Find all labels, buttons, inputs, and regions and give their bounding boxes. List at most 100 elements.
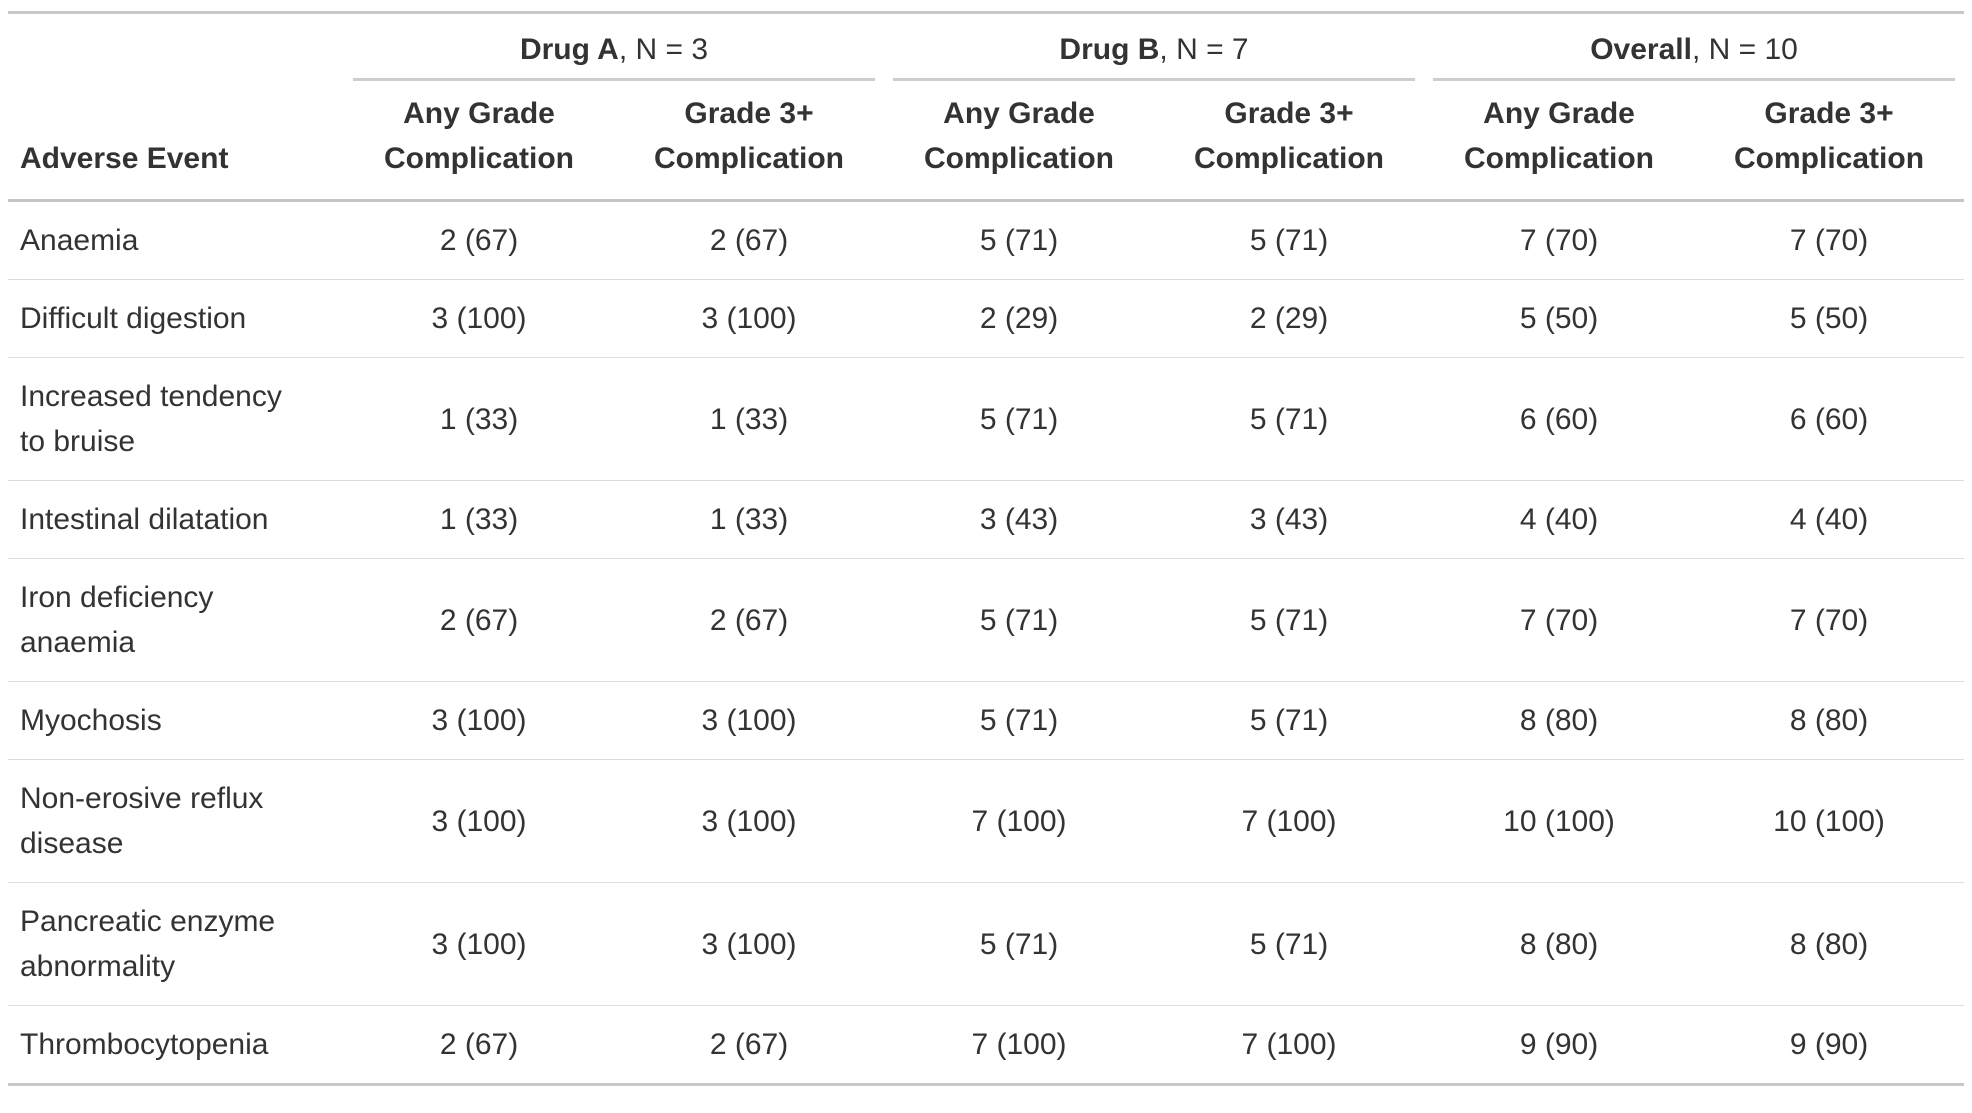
- data-cell: 7 (70): [1694, 558, 1965, 682]
- data-cell: 5 (50): [1694, 279, 1965, 358]
- data-cell: 4 (40): [1694, 480, 1965, 559]
- data-cell: 2 (29): [884, 279, 1155, 358]
- column-header-drug-b-any-grade: Any Grade Complication: [924, 97, 1115, 175]
- event-cell: Difficult digestion: [8, 279, 344, 358]
- event-label: Intestinal dilatation: [20, 503, 269, 536]
- data-cell: 7 (100): [1154, 1005, 1425, 1085]
- event-label: Difficult digestion: [20, 302, 247, 335]
- data-cell: 5 (71): [884, 882, 1155, 1006]
- event-cell: Non-erosive reflux disease: [8, 759, 344, 883]
- stub-header-label: Adverse Event: [20, 142, 229, 175]
- spanner-drug-a-underline: Drug A, N = 3: [353, 14, 876, 81]
- data-cell: 10 (100): [1694, 759, 1965, 883]
- data-cell: 3 (100): [344, 759, 614, 883]
- spanner-row: Adverse Event Drug A, N = 3 Drug B, N = …: [8, 13, 1964, 175]
- data-cell: 4 (40): [1424, 480, 1695, 559]
- data-cell: 5 (71): [1154, 882, 1425, 1006]
- data-cell: 5 (71): [884, 681, 1155, 760]
- data-cell: 7 (70): [1789, 224, 1869, 257]
- data-cell: 8 (80): [1424, 681, 1695, 760]
- adverse-events-table: Adverse Event Drug A, N = 3 Drug B, N = …: [8, 11, 1965, 1086]
- data-cell: 8 (80): [1694, 681, 1965, 760]
- data-cell: 1 (33): [614, 357, 885, 481]
- data-cell: 3 (100): [614, 279, 885, 358]
- column-labels-row: Any Grade Complication Grade 3+ Complica…: [8, 81, 1964, 201]
- spanner-overall-n: , N = 10: [1691, 33, 1798, 66]
- data-cell: 3 (100): [344, 681, 614, 760]
- data-cell: 1 (33): [614, 480, 885, 559]
- data-cell: 2 (67): [614, 1005, 885, 1085]
- data-cell: 3 (43): [1154, 480, 1425, 559]
- data-cell: 10 (100): [1424, 759, 1695, 883]
- column-header-adverse-event: Adverse Event: [8, 13, 344, 201]
- data-cell: 5 (71): [1249, 224, 1329, 257]
- spanner-drug-b-n: , N = 7: [1159, 33, 1249, 66]
- spanner-drug-a: Drug A, N = 3: [344, 13, 884, 81]
- table-row: Intestinal dilatation 1 (33) 1 (33) 3 (4…: [8, 480, 1965, 559]
- event-label: Thrombocytopenia: [20, 1028, 269, 1061]
- data-cell: 9 (90): [1424, 1005, 1695, 1085]
- data-cell: 8 (80): [1424, 882, 1695, 1006]
- table-header: Adverse Event Drug A, N = 3 Drug B, N = …: [8, 13, 1965, 201]
- table-row: Non-erosive reflux disease 3 (100) 3 (10…: [8, 759, 1965, 883]
- column-header-overall-grade-3: Grade 3+ Complication: [1734, 97, 1925, 175]
- data-cell: 3 (100): [614, 681, 885, 760]
- data-cell: 6 (60): [1694, 357, 1965, 481]
- data-cell: 3 (43): [884, 480, 1155, 559]
- event-label: Increased tendency to bruise: [20, 380, 282, 458]
- event-cell: Pancreatic enzyme abnormality: [8, 882, 344, 1006]
- data-cell: 7 (70): [1424, 558, 1695, 682]
- data-cell: 2 (67): [344, 1005, 614, 1085]
- event-label: Non-erosive reflux disease: [20, 782, 264, 860]
- data-cell: 3 (100): [614, 882, 885, 1006]
- table-row: Thrombocytopenia 2 (67) 2 (67) 7 (100) 7…: [8, 1005, 1965, 1085]
- data-cell: 7 (100): [1154, 759, 1425, 883]
- data-cell: 7 (100): [884, 1005, 1155, 1085]
- data-cell: 5 (71): [884, 558, 1155, 682]
- data-cell: 3 (100): [344, 882, 614, 1006]
- column-header-drug-a-grade-3: Grade 3+ Complication: [654, 97, 845, 175]
- data-cell: 5 (71): [979, 224, 1059, 257]
- spanner-drug-a-label: Drug A: [519, 33, 619, 66]
- data-cell: 2 (67): [439, 224, 519, 257]
- event-cell: Anaemia: [8, 201, 344, 280]
- data-cell: 5 (50): [1424, 279, 1695, 358]
- data-cell: 3 (100): [344, 279, 614, 358]
- event-label: Anaemia: [20, 224, 139, 257]
- column-header-overall-any-grade: Any Grade Complication: [1464, 97, 1655, 175]
- data-cell: 1 (33): [344, 480, 614, 559]
- spanner-overall: Overall, N = 10: [1424, 13, 1964, 81]
- table-body: Anaemia 2 (67) 2 (67) 5 (71) 5 (71) 7 (7…: [8, 201, 1965, 1085]
- data-cell: 2 (67): [709, 224, 789, 257]
- data-cell: 5 (71): [1154, 558, 1425, 682]
- data-cell: 5 (71): [1154, 357, 1425, 481]
- event-label: Pancreatic enzyme abnormality: [20, 905, 276, 983]
- data-cell: 7 (70): [1519, 224, 1599, 257]
- data-cell: 5 (71): [884, 357, 1155, 481]
- data-cell: 2 (29): [1154, 279, 1425, 358]
- data-cell: 3 (100): [614, 759, 885, 883]
- spanner-overall-label: Overall: [1590, 33, 1692, 66]
- data-cell: 2 (67): [344, 558, 614, 682]
- spanner-overall-underline: Overall, N = 10: [1433, 14, 1956, 81]
- data-cell: 9 (90): [1694, 1005, 1965, 1085]
- event-cell: Myochosis: [8, 681, 344, 760]
- event-label: Iron deficiency anaemia: [20, 581, 214, 659]
- column-header-drug-a-any-grade: Any Grade Complication: [383, 97, 574, 175]
- event-cell: Increased tendency to bruise: [8, 357, 344, 481]
- spanner-drug-b-label: Drug B: [1059, 33, 1160, 66]
- event-cell: Thrombocytopenia: [8, 1005, 344, 1085]
- event-label: Myochosis: [20, 704, 162, 737]
- spanner-drug-b-underline: Drug B, N = 7: [893, 14, 1416, 81]
- table-row: Pancreatic enzyme abnormality 3 (100) 3 …: [8, 882, 1965, 1006]
- table-row: Difficult digestion 3 (100) 3 (100) 2 (2…: [8, 279, 1965, 358]
- table-row: Increased tendency to bruise 1 (33) 1 (3…: [8, 357, 1965, 481]
- table-row: Iron deficiency anaemia 2 (67) 2 (67) 5 …: [8, 558, 1965, 682]
- table-row: Myochosis 3 (100) 3 (100) 5 (71) 5 (71) …: [8, 681, 1965, 760]
- data-cell: 7 (100): [884, 759, 1155, 883]
- spanner-drug-a-n: , N = 3: [618, 33, 709, 66]
- data-cell: 6 (60): [1424, 357, 1695, 481]
- data-cell: 1 (33): [344, 357, 614, 481]
- column-header-drug-b-grade-3: Grade 3+ Complication: [1194, 97, 1385, 175]
- table-row: Anaemia 2 (67) 2 (67) 5 (71) 5 (71) 7 (7…: [8, 201, 1964, 280]
